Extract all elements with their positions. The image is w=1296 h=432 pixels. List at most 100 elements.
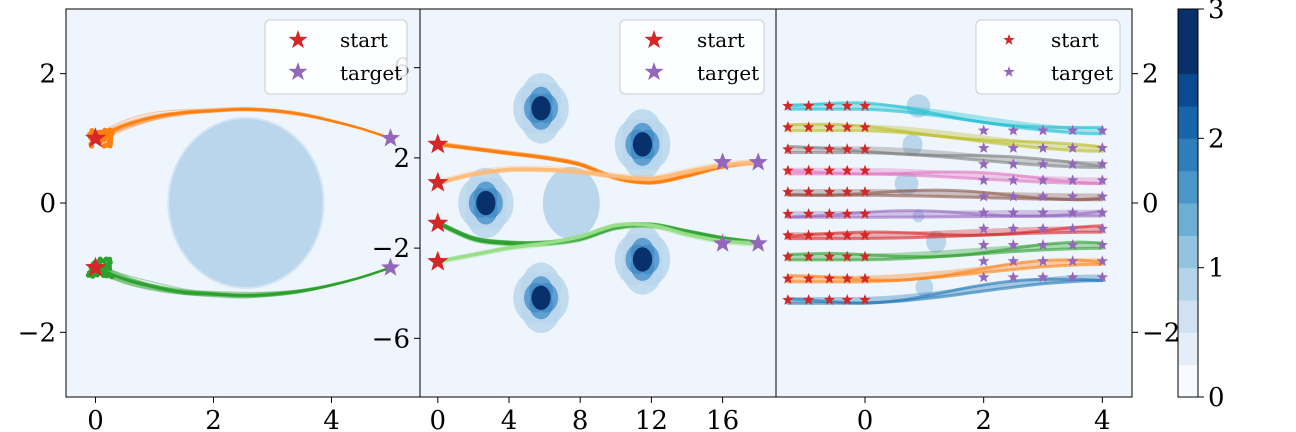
target-marker xyxy=(1007,190,1019,202)
target-marker xyxy=(1037,142,1049,153)
right-legend: start target xyxy=(975,19,1121,95)
obstacle xyxy=(902,133,923,156)
target-marker xyxy=(381,128,400,147)
x-tick-label: 2 xyxy=(205,406,222,432)
start-marker xyxy=(841,100,853,111)
start-marker xyxy=(823,100,836,111)
colorbar-level xyxy=(1178,138,1198,172)
middle-panel xyxy=(427,73,768,333)
trajectory-5 xyxy=(786,214,1104,219)
start-marker xyxy=(427,171,449,192)
start-marker xyxy=(859,186,871,197)
obstacle xyxy=(542,166,600,240)
start-marker xyxy=(859,164,871,176)
legend-start-label: start xyxy=(697,28,745,52)
colorbar-level xyxy=(1178,73,1198,107)
start-marker xyxy=(823,164,836,176)
trajectory-8 xyxy=(786,262,1104,284)
start-marker xyxy=(802,121,815,133)
target-marker xyxy=(1096,190,1108,202)
x-tick-label: 4 xyxy=(501,406,518,432)
colorbar-frame xyxy=(1177,8,1199,398)
x-tick-label: 0 xyxy=(430,406,447,432)
colorbar-level xyxy=(1178,267,1198,301)
start-marker xyxy=(823,294,836,305)
colorbar-tick-label: 2 xyxy=(1208,124,1225,154)
trajectory-3 xyxy=(786,172,1104,186)
start-sample-dot xyxy=(103,256,109,262)
trajectory-sample-3 xyxy=(437,221,759,261)
x-tick-label: 12 xyxy=(635,406,668,432)
x-tick-label: 8 xyxy=(572,406,589,432)
start-marker xyxy=(841,294,853,305)
start-marker xyxy=(782,208,794,219)
target-marker xyxy=(1096,271,1108,283)
start-sample-dot xyxy=(107,259,113,265)
trajectory-7 xyxy=(786,246,1104,262)
trajectory-1 xyxy=(437,160,759,185)
start-marker xyxy=(802,229,815,241)
obstacle-core xyxy=(531,96,551,121)
trajectory-sample-1 xyxy=(437,163,759,186)
x-tick-label: 0 xyxy=(857,406,874,432)
start-marker xyxy=(802,250,815,262)
trajectory-1 xyxy=(95,266,391,297)
target-marker xyxy=(978,255,990,267)
trajectory-1 xyxy=(786,129,1104,153)
start-marker xyxy=(782,294,794,305)
start-marker xyxy=(859,272,871,284)
y-tick-label: 2 xyxy=(393,144,410,174)
y-tick-label: −2 xyxy=(372,234,410,264)
start-sample-dot xyxy=(89,128,95,134)
target-marker xyxy=(1007,174,1019,186)
y-tick-label: 2 xyxy=(1142,60,1159,90)
target-marker xyxy=(1007,124,1019,136)
target-marker xyxy=(978,190,990,202)
trajectory-6 xyxy=(786,230,1104,241)
start-marker xyxy=(859,229,871,241)
colorbar-level xyxy=(1178,332,1198,366)
target-marker xyxy=(1067,222,1079,234)
start-marker xyxy=(85,127,106,148)
start-marker xyxy=(823,229,836,241)
legend-target-label: target xyxy=(340,61,402,85)
target-marker xyxy=(748,152,768,171)
start-marker xyxy=(823,121,836,133)
target-marker xyxy=(1007,142,1019,153)
start-marker xyxy=(859,121,871,133)
legend-start-label: start xyxy=(340,28,388,52)
start-marker xyxy=(427,133,449,154)
target-marker xyxy=(1037,158,1049,170)
target-marker xyxy=(1096,142,1108,153)
start-sample-dot xyxy=(106,138,112,144)
start-sample-dot xyxy=(103,262,109,268)
target-marker xyxy=(1096,174,1108,186)
obstacle-core xyxy=(531,285,551,310)
x-tick-label: 2 xyxy=(975,406,992,432)
start-marker xyxy=(823,186,836,197)
trajectory-2 xyxy=(437,221,759,246)
start-marker xyxy=(859,208,871,219)
start-marker xyxy=(802,100,815,111)
start-marker xyxy=(841,186,853,197)
start-marker xyxy=(841,143,853,155)
target-marker xyxy=(1037,206,1049,218)
target-marker xyxy=(978,239,990,250)
target-marker xyxy=(1096,124,1108,136)
target-marker xyxy=(748,233,768,252)
target-marker xyxy=(1067,174,1079,186)
colorbar: 0 1 2 3 xyxy=(1177,0,1225,413)
start-marker xyxy=(85,256,106,277)
start-marker xyxy=(859,143,871,155)
colorbar-level xyxy=(1178,170,1198,204)
start-marker xyxy=(427,250,449,271)
colorbar-level xyxy=(1178,106,1198,139)
trajectory-sample-3 xyxy=(437,225,759,265)
trajectory-0 xyxy=(95,107,391,140)
start-marker xyxy=(859,294,871,305)
start-sample-dot xyxy=(104,273,110,279)
start-marker xyxy=(841,272,853,284)
start-marker xyxy=(802,164,815,176)
x-tick-label: 4 xyxy=(1094,406,1111,432)
